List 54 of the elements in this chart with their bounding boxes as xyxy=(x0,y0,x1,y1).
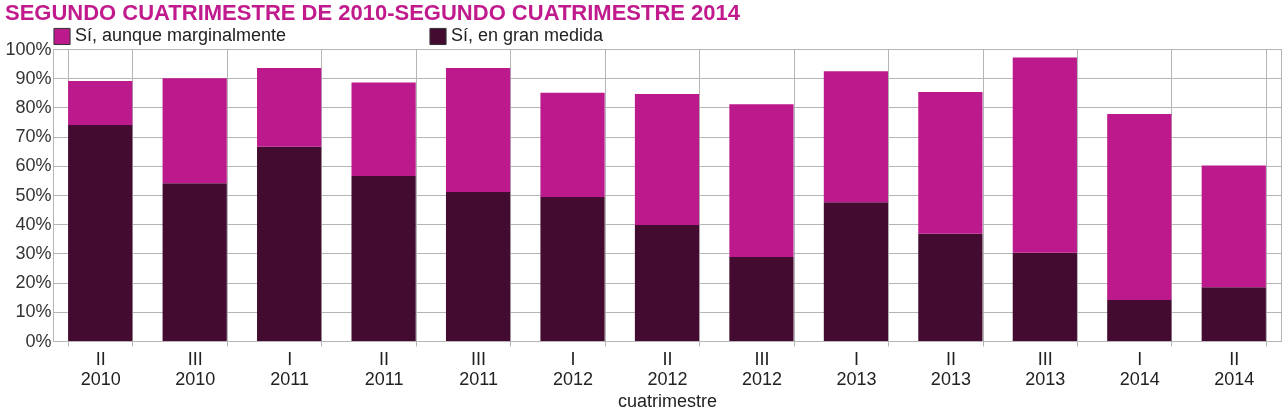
y-tick-label: 30% xyxy=(15,242,52,263)
bar xyxy=(68,81,133,125)
x-tick-label: II 2012 xyxy=(647,348,688,389)
y-tick-label: 90% xyxy=(15,67,52,88)
bar xyxy=(445,67,511,193)
bar xyxy=(445,192,511,341)
x-tick-label: III 2011 xyxy=(459,348,498,389)
bar xyxy=(1201,287,1266,341)
x-tick-label: II 2013 xyxy=(930,348,971,389)
x-tick-label: II 2011 xyxy=(364,348,404,389)
bar xyxy=(351,82,416,177)
y-tick-label: 40% xyxy=(15,213,52,234)
bar xyxy=(162,183,227,341)
bar xyxy=(1012,57,1077,253)
bar xyxy=(634,225,700,341)
bar xyxy=(1107,300,1172,341)
bar xyxy=(918,91,983,234)
x-tick-label: III 2010 xyxy=(175,348,216,389)
bar xyxy=(257,67,322,147)
y-tick-label: 100% xyxy=(5,38,52,59)
bar xyxy=(634,93,700,226)
bar xyxy=(257,146,322,341)
x-tick-label: I 2013 xyxy=(836,348,877,389)
x-tick-label: I 2014 xyxy=(1119,348,1160,389)
y-tick-label: 80% xyxy=(15,96,52,117)
y-tick-label: 10% xyxy=(15,301,52,322)
bar xyxy=(351,176,416,341)
bar xyxy=(540,197,605,341)
x-tick-label: II 2014 xyxy=(1214,348,1255,389)
bar xyxy=(540,92,605,198)
y-tick-label: 20% xyxy=(15,272,52,293)
x-axis-title: cuatrimestre xyxy=(617,390,718,411)
x-tick-label: I 2012 xyxy=(553,348,594,389)
bar xyxy=(729,256,794,341)
chart-title: SEGUNDO CUATRIMESTRE DE 2010-SEGUNDO CUATRIMESTRE 2014 xyxy=(4,0,741,25)
x-tick-label: III 2013 xyxy=(1025,348,1066,389)
bar xyxy=(1201,165,1266,288)
legend-label: Sí, aunque marginalmente xyxy=(75,25,287,46)
x-tick-label: II 2010 xyxy=(80,348,121,389)
bar xyxy=(1107,114,1172,301)
bar xyxy=(1012,252,1077,341)
y-tick-label: 60% xyxy=(15,155,52,176)
bar xyxy=(823,202,889,341)
bar xyxy=(68,124,133,341)
bar xyxy=(162,78,227,184)
bar xyxy=(918,233,983,341)
y-tick-label: 50% xyxy=(15,184,52,205)
y-tick-label: 0% xyxy=(25,330,52,351)
x-tick-label: III 2012 xyxy=(741,348,782,389)
y-tick-label: 70% xyxy=(15,126,52,147)
legend-label: Sí, en gran medida xyxy=(451,25,605,46)
bar xyxy=(729,104,794,257)
x-tick-label: I 2011 xyxy=(270,348,310,389)
bar xyxy=(823,71,889,203)
